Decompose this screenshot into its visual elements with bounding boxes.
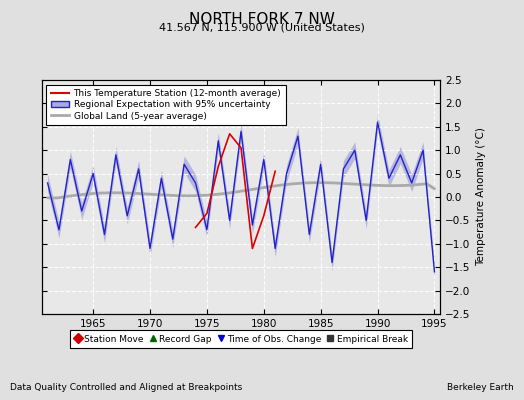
Legend: This Temperature Station (12-month average), Regional Expectation with 95% uncer: This Temperature Station (12-month avera… xyxy=(47,84,286,125)
Text: NORTH FORK 7 NW: NORTH FORK 7 NW xyxy=(189,12,335,27)
Text: Data Quality Controlled and Aligned at Breakpoints: Data Quality Controlled and Aligned at B… xyxy=(10,383,243,392)
Text: 41.567 N, 115.900 W (United States): 41.567 N, 115.900 W (United States) xyxy=(159,22,365,32)
Legend: Station Move, Record Gap, Time of Obs. Change, Empirical Break: Station Move, Record Gap, Time of Obs. C… xyxy=(70,330,412,348)
Y-axis label: Temperature Anomaly (°C): Temperature Anomaly (°C) xyxy=(476,128,486,266)
Text: Berkeley Earth: Berkeley Earth xyxy=(447,383,514,392)
